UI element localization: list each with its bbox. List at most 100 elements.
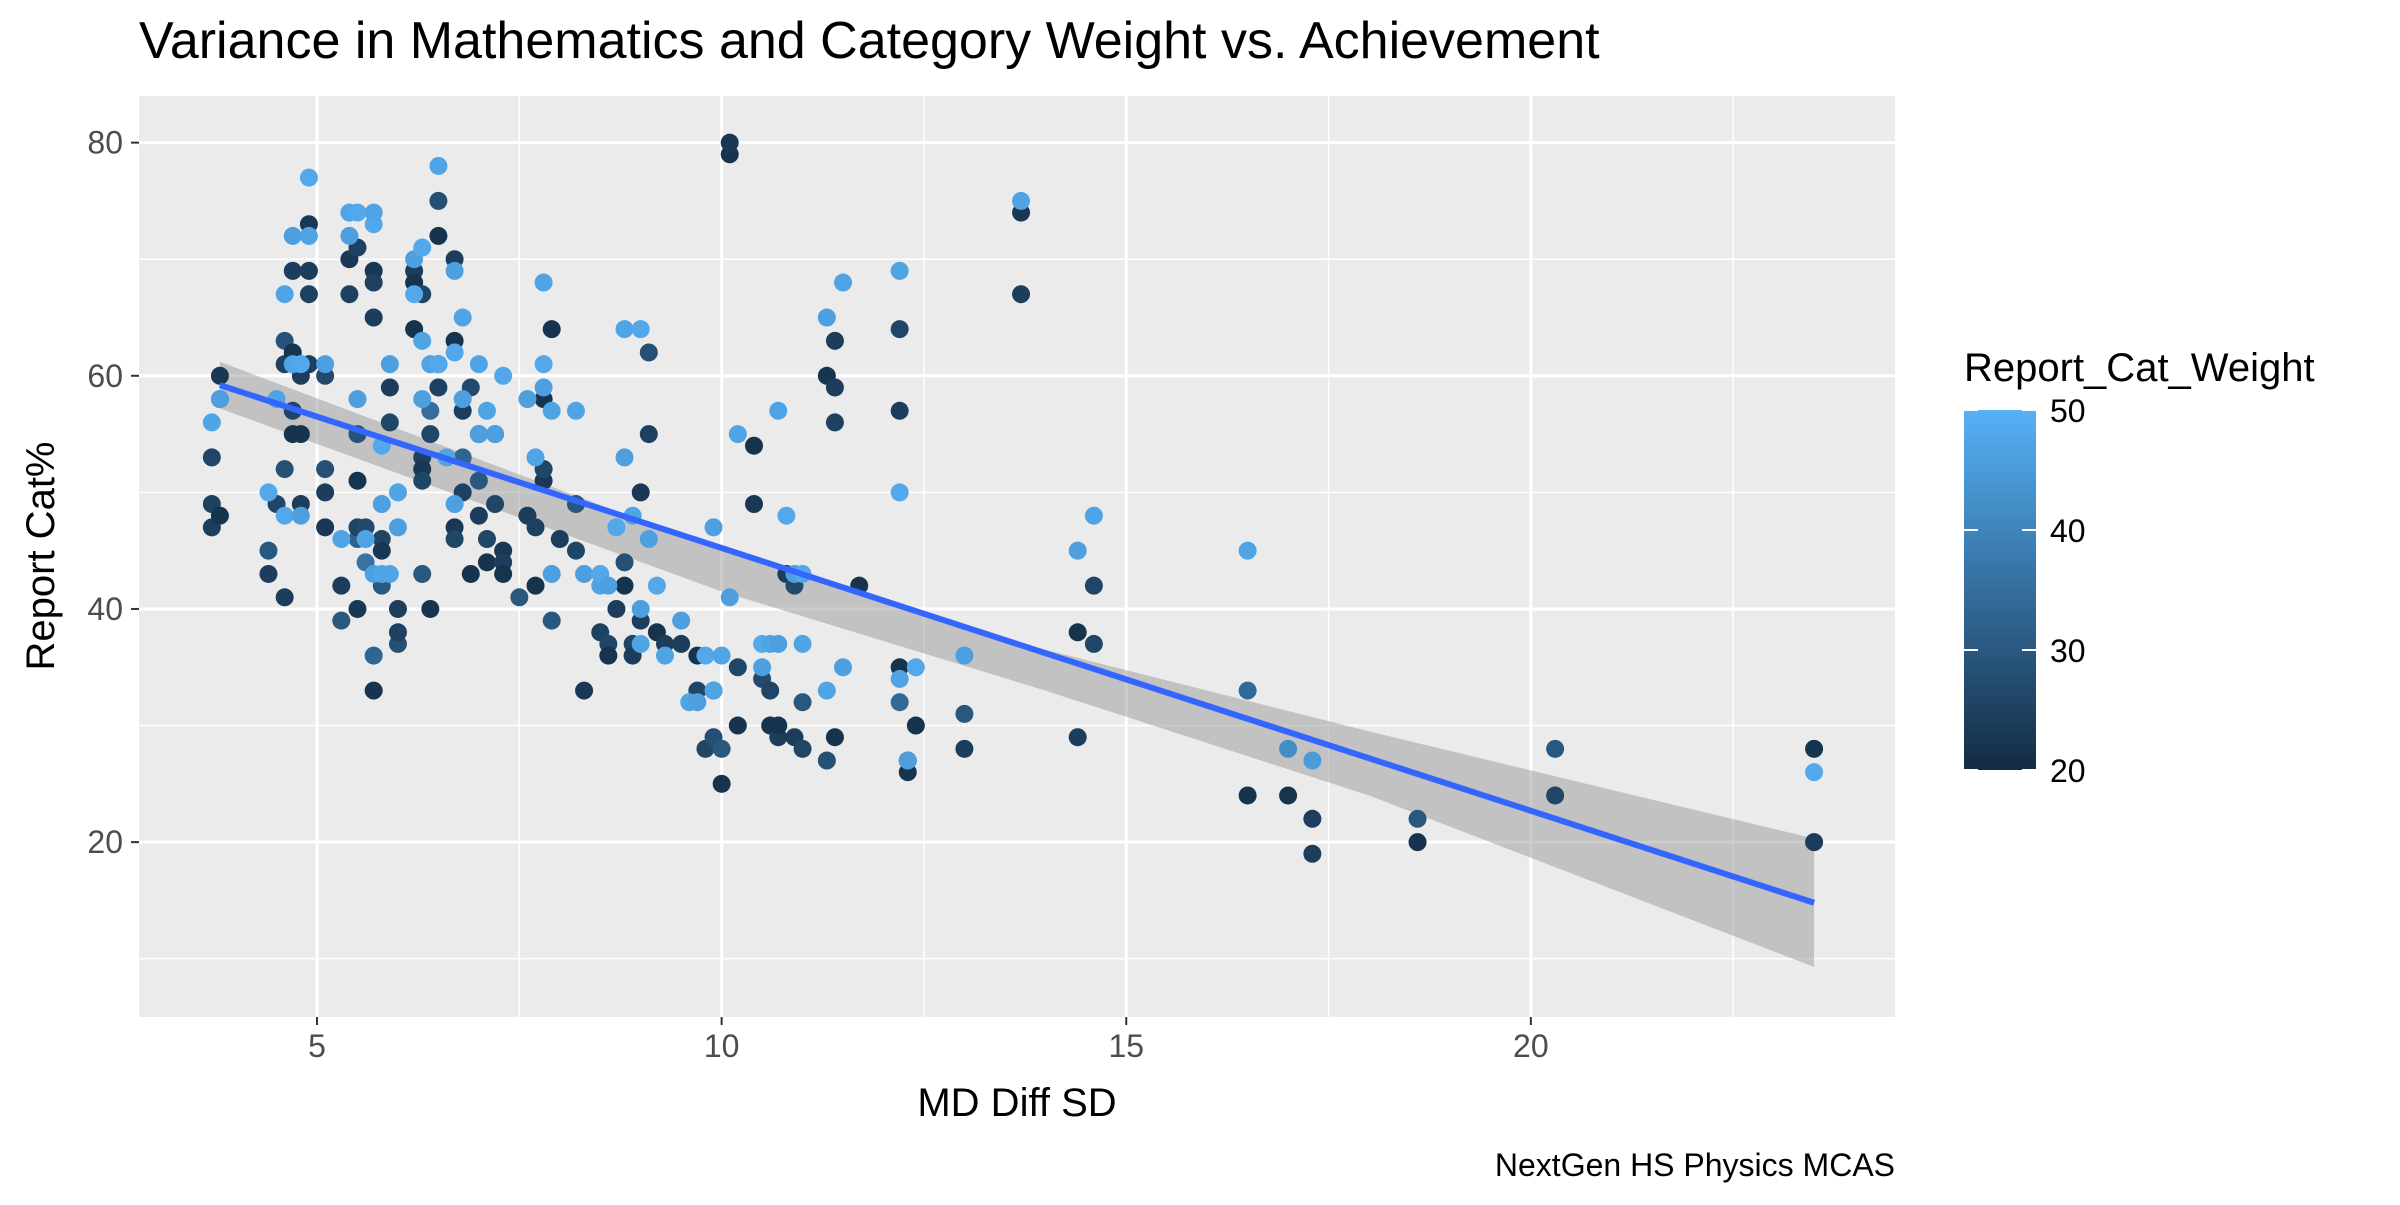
data-point: [753, 658, 772, 677]
caption: NextGen HS Physics MCAS: [1495, 1147, 1895, 1183]
trend-line-layer: [218, 382, 1816, 906]
data-point: [445, 343, 464, 362]
data-point: [1805, 763, 1824, 782]
data-point: [906, 716, 925, 735]
data-point: [364, 646, 383, 665]
data-point: [1068, 623, 1087, 642]
data-point: [1279, 739, 1298, 758]
data-point: [1012, 191, 1031, 210]
data-point: [728, 425, 747, 444]
data-point: [332, 576, 351, 595]
data-point: [1408, 809, 1427, 828]
data-point: [566, 541, 585, 560]
data-point: [469, 355, 488, 374]
data-point: [494, 366, 513, 385]
data-point: [704, 518, 723, 537]
data-point: [388, 483, 407, 502]
data-point: [1012, 285, 1031, 304]
data-point: [890, 483, 909, 502]
y-tick-label: 60: [87, 358, 123, 394]
data-point: [348, 599, 367, 618]
data-point: [494, 564, 513, 583]
data-point: [259, 564, 278, 583]
data-point: [291, 506, 310, 525]
data-point: [380, 413, 399, 432]
data-point: [825, 413, 844, 432]
data-point: [372, 495, 391, 514]
data-point: [688, 693, 707, 712]
data-point: [299, 261, 318, 280]
data-point: [712, 739, 731, 758]
data-point: [1238, 541, 1257, 560]
data-point: [1408, 833, 1427, 852]
data-point: [542, 564, 561, 583]
data-point: [275, 285, 294, 304]
data-point: [575, 681, 594, 700]
data-point: [210, 366, 229, 385]
data-point: [615, 320, 634, 339]
data-point: [299, 226, 318, 245]
legend: Report_Cat_Weight 20 30 40 50: [1964, 346, 2315, 789]
data-point: [202, 413, 221, 432]
data-point: [1303, 844, 1322, 863]
data-point: [429, 378, 448, 397]
data-point: [445, 495, 464, 514]
data-point: [898, 751, 917, 770]
data-point: [639, 530, 658, 549]
y-tick-label: 20: [87, 824, 123, 860]
y-axis: 20 40 60 80: [87, 125, 139, 860]
data-point: [477, 530, 496, 549]
data-point: [299, 285, 318, 304]
x-tick-label: 15: [1108, 1028, 1144, 1064]
data-point: [890, 693, 909, 712]
data-point: [1546, 786, 1565, 805]
data-point: [955, 704, 974, 723]
y-tick-label: 80: [87, 125, 123, 161]
data-point: [890, 261, 909, 280]
data-point: [413, 564, 432, 583]
data-point: [283, 226, 302, 245]
data-point: [542, 320, 561, 339]
data-point: [413, 331, 432, 350]
data-point: [777, 506, 796, 525]
data-point: [461, 564, 480, 583]
legend-ticks: 20 30 40 50: [1964, 393, 2086, 789]
y-axis-title: Report Cat%: [19, 442, 63, 671]
data-point: [817, 308, 836, 327]
data-point: [510, 588, 529, 607]
data-point: [1084, 576, 1103, 595]
data-point: [793, 693, 812, 712]
data-point: [607, 599, 626, 618]
data-point: [1084, 634, 1103, 653]
data-point: [825, 331, 844, 350]
data-point: [283, 261, 302, 280]
y-tick-label: 40: [87, 591, 123, 627]
data-point: [906, 658, 925, 677]
data-point: [1068, 728, 1087, 747]
data-point: [599, 646, 618, 665]
data-point: [825, 728, 844, 747]
data-point: [720, 133, 739, 152]
data-point: [534, 273, 553, 292]
data-point: [405, 285, 424, 304]
data-point: [728, 658, 747, 677]
data-point: [1303, 751, 1322, 770]
data-point: [356, 530, 375, 549]
data-point: [453, 308, 472, 327]
data-point: [542, 611, 561, 630]
data-point: [445, 261, 464, 280]
data-point: [380, 564, 399, 583]
data-point: [202, 448, 221, 467]
data-point: [817, 751, 836, 770]
x-tick-label: 10: [704, 1028, 740, 1064]
data-point: [518, 390, 537, 409]
data-point: [340, 226, 359, 245]
data-point: [704, 681, 723, 700]
data-point: [728, 716, 747, 735]
data-point: [542, 401, 561, 420]
data-point: [615, 448, 634, 467]
data-point: [445, 530, 464, 549]
data-point: [372, 541, 391, 560]
data-point: [477, 553, 496, 572]
data-point: [825, 378, 844, 397]
